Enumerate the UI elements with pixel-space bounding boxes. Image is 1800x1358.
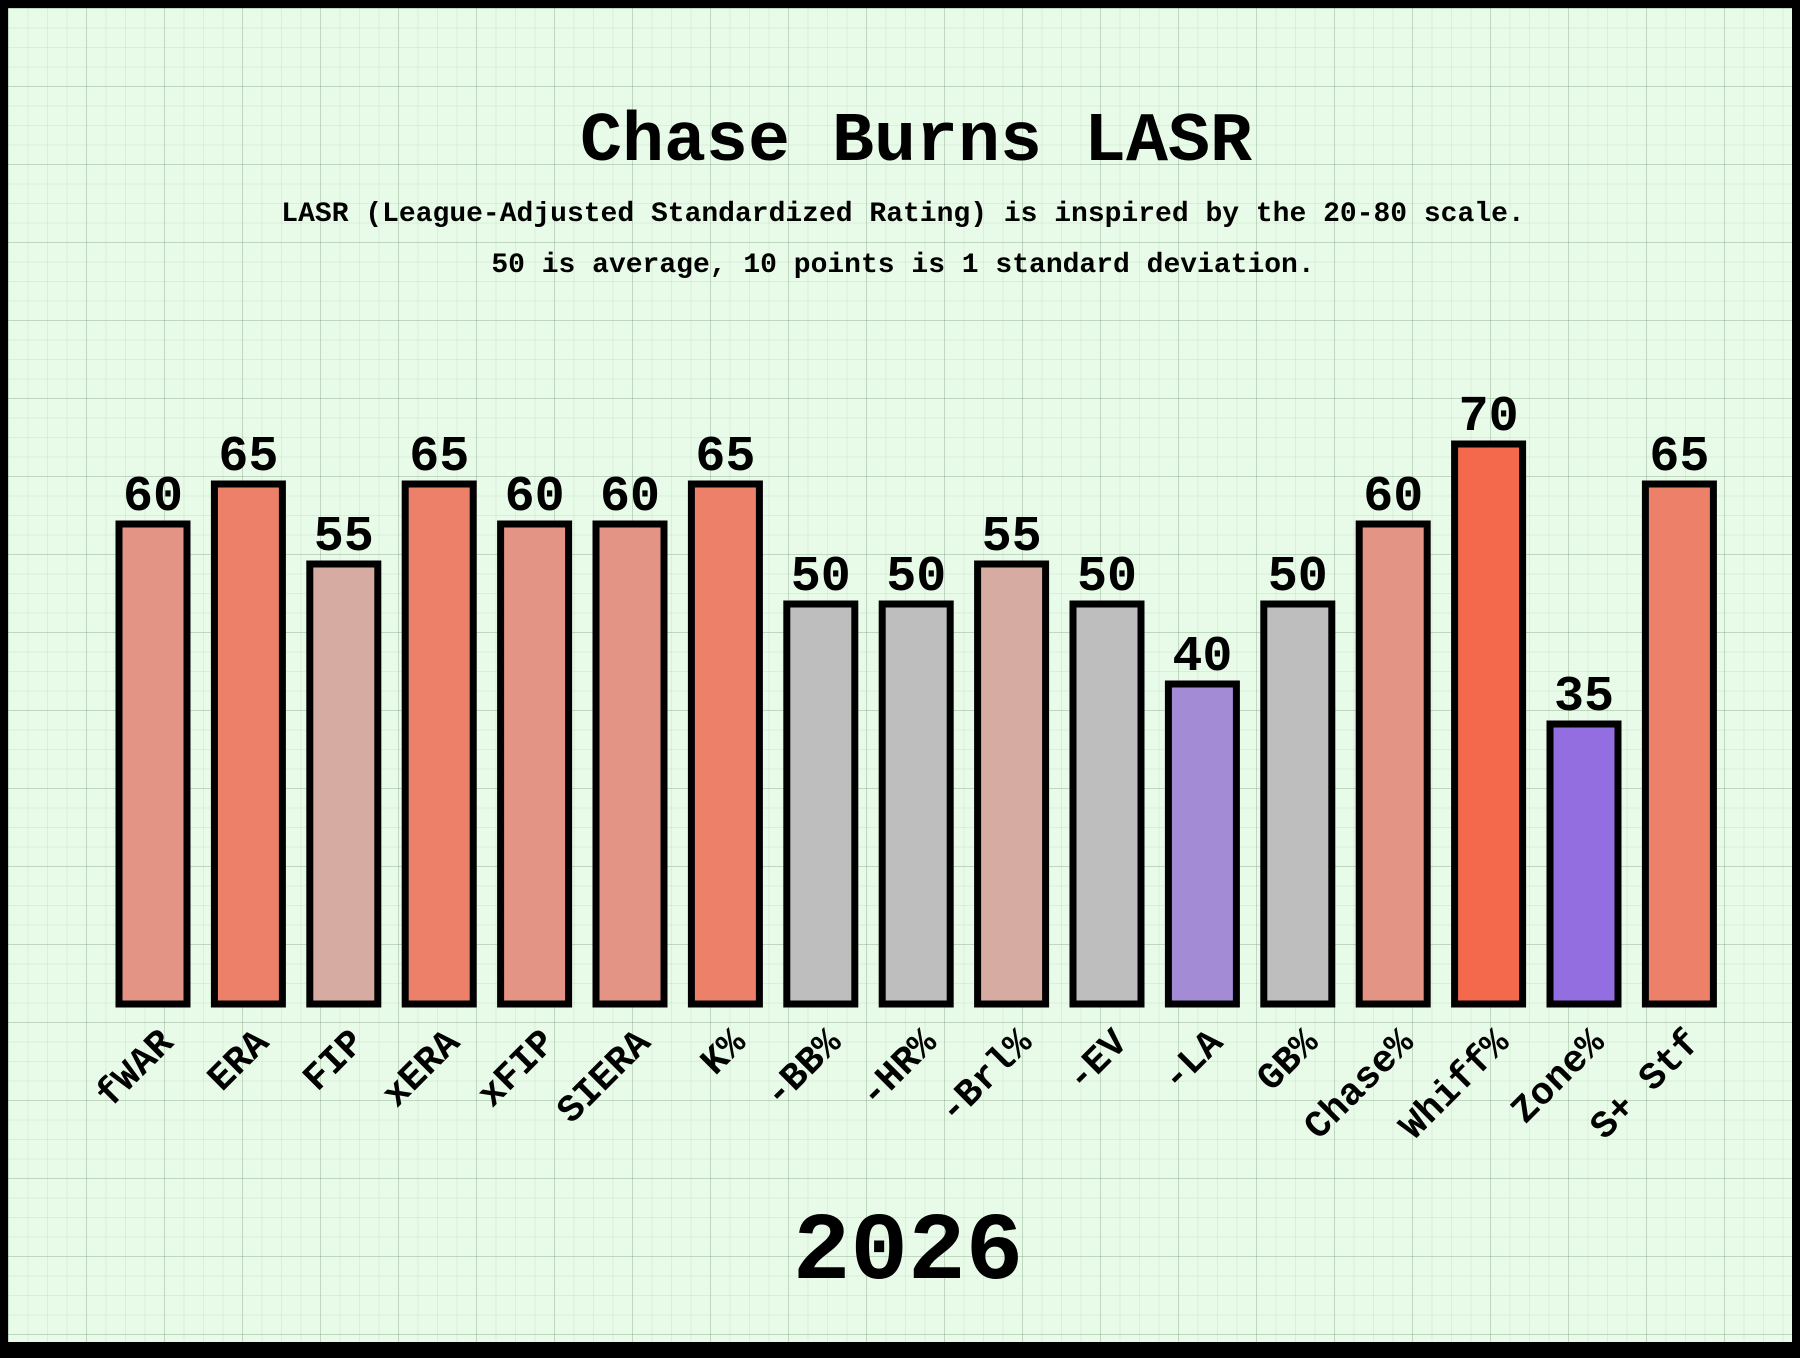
value-label: 60: [123, 469, 183, 526]
x-tick-label: -BB%: [756, 1022, 851, 1117]
x-tick-label: fWAR: [89, 1022, 184, 1117]
bar-brl: [974, 560, 1050, 1008]
value-labels-layer: 60 65 55 65 60 60 65 50 50 55 50 40 50 60 70 35 65: [123, 389, 1709, 726]
x-tick-label: -EV: [1059, 1022, 1138, 1101]
value-label: 50: [791, 549, 851, 606]
x-tick-label: GB%: [1249, 1022, 1328, 1101]
bar-xera: [401, 480, 477, 1008]
chart-canvas: Chase Burns LASR LASR (League-Adjusted S…: [89, 103, 1717, 1307]
value-label: 65: [1649, 429, 1709, 486]
bar-whiff: [1451, 440, 1527, 1008]
x-tick-label: FIP: [295, 1022, 374, 1101]
value-label: 50: [1268, 549, 1328, 606]
value-label: 35: [1554, 669, 1614, 726]
chart-subtitle-line-2: 50 is average, 10 points is 1 standard d…: [491, 250, 1314, 281]
bar-la: [1164, 680, 1240, 1008]
bar-era: [210, 480, 286, 1008]
value-label: 60: [505, 469, 565, 526]
value-label: 55: [314, 509, 374, 566]
bar-xfip: [497, 520, 573, 1008]
bar-chase: [1355, 520, 1431, 1008]
chart-title: Chase Burns LASR: [580, 103, 1252, 182]
value-label: 70: [1459, 389, 1519, 446]
x-tick-label: -Brl%: [931, 1022, 1042, 1133]
x-tick-label: SIERA: [549, 1022, 660, 1133]
value-label: 60: [1363, 469, 1423, 526]
bar-fwar: [115, 520, 191, 1008]
bar-k: [687, 480, 763, 1008]
value-label: 60: [600, 469, 660, 526]
bar-bb: [783, 600, 859, 1008]
value-label: 65: [409, 429, 469, 486]
value-label: 65: [218, 429, 278, 486]
bar-siera: [592, 520, 668, 1008]
value-label: 50: [886, 549, 946, 606]
x-tick-label: K%: [693, 1022, 756, 1085]
bar-ev: [1069, 600, 1145, 1008]
x-tick-label: ERA: [200, 1022, 279, 1101]
bars-layer: [115, 440, 1717, 1008]
value-label: 55: [982, 509, 1042, 566]
bar-gb: [1260, 600, 1336, 1008]
value-label: 65: [695, 429, 755, 486]
x-tick-label: xERA: [375, 1022, 470, 1117]
x-tick-label: -LA: [1154, 1022, 1233, 1101]
value-label: 40: [1172, 629, 1232, 686]
chart-footer-year: 2026: [793, 1198, 1023, 1307]
bar-zone: [1546, 720, 1622, 1008]
chart-subtitle-line-1: LASR (League-Adjusted Standardized Ratin…: [281, 199, 1524, 230]
bar-s-stf: [1641, 480, 1717, 1008]
value-label: 50: [1077, 549, 1137, 606]
bar-fip: [306, 560, 382, 1008]
bar-hr: [878, 600, 954, 1008]
